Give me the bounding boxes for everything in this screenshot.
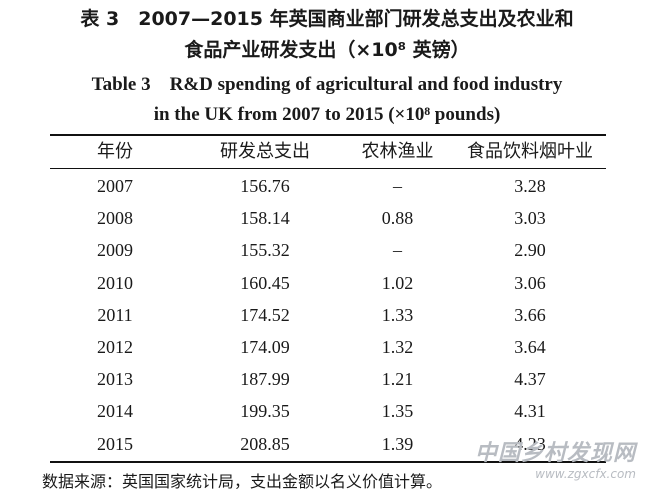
table-cell-food: 4.23: [514, 433, 546, 454]
table-cell-food: 2.90: [514, 240, 546, 261]
table-cell-total-rd: 155.32: [240, 240, 290, 261]
source-note: 数据来源：英国国家统计局，支出金额以名义价值计算。: [42, 472, 443, 491]
watermark-text: 中国乡村发现网: [474, 441, 636, 466]
header-year: 年份: [97, 141, 133, 162]
table-cell-year: 2014: [97, 401, 133, 422]
watermark-url: www.zgxcfx.com: [535, 467, 636, 481]
header-food-beverage-tobacco: 食品饮料烟叶业: [467, 141, 593, 162]
table-cell-agri: 1.32: [381, 337, 414, 357]
table-cell-agri: 1.02: [381, 272, 414, 293]
table-cell-year: 2007: [97, 176, 133, 196]
table-cell-agri: 1.33: [381, 304, 414, 325]
table-cell-total-rd: 160.45: [240, 272, 290, 293]
header-total-rd: 研发总支出: [220, 141, 310, 162]
table-cell-year: 2010: [97, 272, 133, 293]
title-cn-line2: 食品产业研发支出（×10⁸ 英镑）: [184, 39, 470, 61]
table-cell-agri: 1.39: [381, 433, 414, 454]
table-cell-total-rd: 187.99: [240, 369, 290, 390]
table-cell-year: 2009: [97, 240, 133, 261]
table-bottom-rule: [50, 461, 606, 463]
table-cell-total-rd: 174.09: [240, 337, 290, 357]
table-cell-year: 2015: [97, 433, 133, 454]
title-en-line2: in the UK from 2007 to 2015 (×10⁸ pounds…: [153, 104, 501, 125]
table-cell-total-rd: 174.52: [240, 304, 290, 325]
table-cell-food: 3.03: [514, 208, 546, 229]
header-agri-forestry-fishery: 农林渔业: [361, 141, 434, 162]
table-cell-year: 2012: [97, 337, 133, 357]
title-en-line1: Table 3 R&D spending of agricultural and…: [91, 74, 563, 95]
table-cell-food: 3.66: [514, 304, 546, 325]
table-cell-food: 3.06: [514, 272, 546, 293]
table-cell-food: 3.28: [514, 176, 546, 196]
table-cell-agri: 1.35: [381, 401, 414, 422]
table-header-rule: [50, 168, 606, 169]
title-cn-line1: 表 3 2007—2015 年英国商业部门研发总支出及农业和: [80, 8, 574, 30]
table-cell-food: 3.64: [514, 337, 546, 357]
table-cell-total-rd: 156.76: [240, 176, 290, 196]
table-cell-agri: –: [393, 176, 402, 196]
table-cell-total-rd: 208.85: [240, 433, 290, 454]
table-top-rule: [50, 134, 606, 136]
table-cell-year: 2011: [97, 304, 133, 325]
table-cell-food: 4.37: [514, 369, 546, 390]
watermark: 中国乡村发现网 www.zgxcfx.com: [474, 441, 636, 484]
table-cell-agri: 1.21: [381, 369, 414, 390]
table-cell-year: 2008: [97, 208, 133, 229]
table-cell-total-rd: 158.14: [240, 208, 290, 229]
table-cell-agri: –: [393, 240, 402, 261]
table-cell-year: 2013: [97, 369, 133, 390]
table-cell-total-rd: 199.35: [240, 401, 290, 422]
table-cell-food: 4.31: [514, 401, 546, 422]
table-cell-agri: 0.88: [381, 208, 414, 229]
